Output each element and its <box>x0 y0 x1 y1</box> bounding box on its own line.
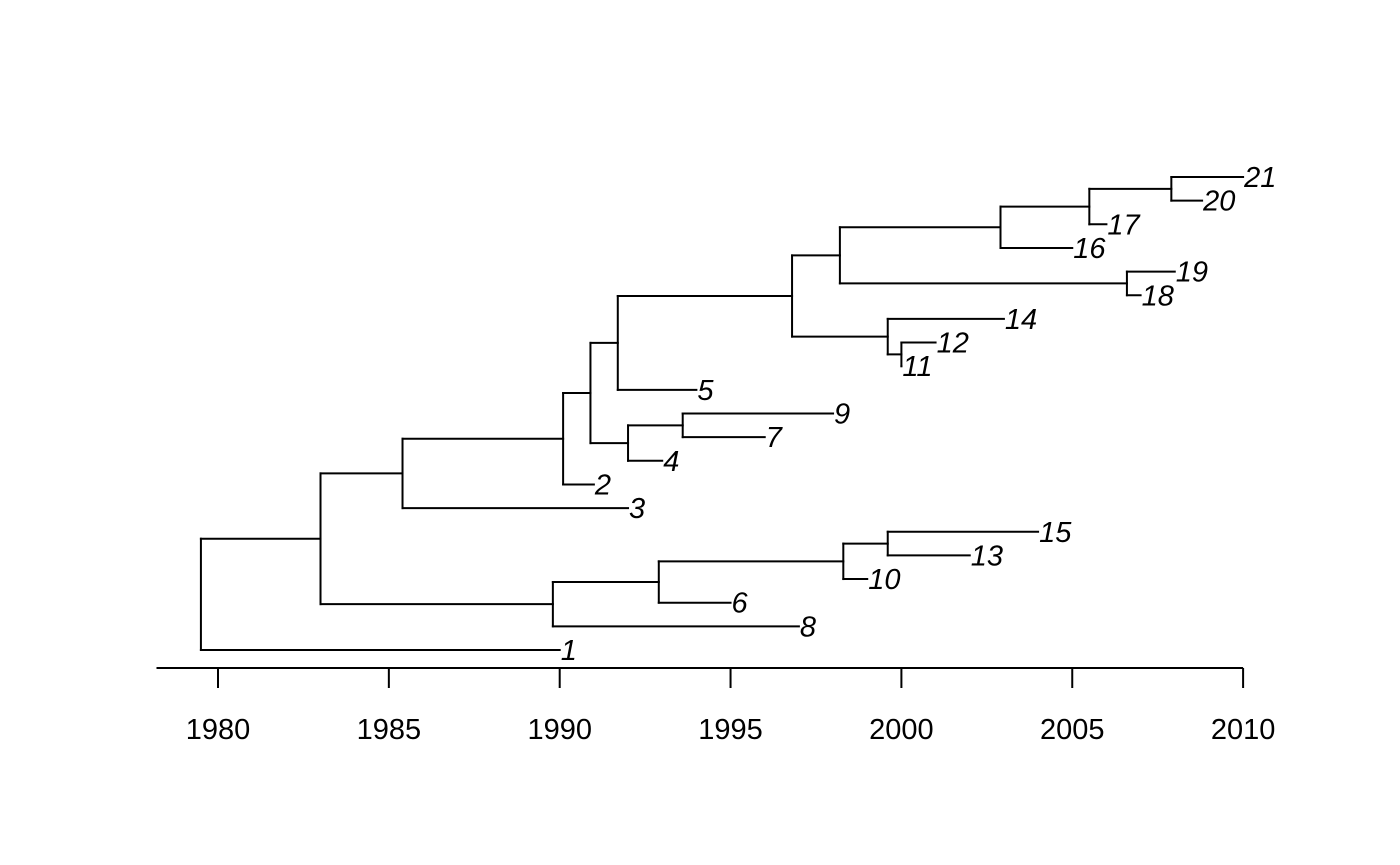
tip-label-16: 16 <box>1073 233 1106 265</box>
tip-label-3: 3 <box>629 493 645 525</box>
axis-tick-label-1990: 1990 <box>527 714 592 746</box>
tip-label-6: 6 <box>732 588 749 620</box>
tip-label-9: 9 <box>834 399 850 431</box>
tip-label-8: 8 <box>800 611 816 643</box>
tip-label-21: 21 <box>1243 162 1276 194</box>
axis-tick-label-2000: 2000 <box>869 714 934 746</box>
tip-label-1: 1 <box>561 635 577 667</box>
tip-label-19: 19 <box>1176 257 1208 289</box>
tip-label-13: 13 <box>971 540 1003 572</box>
axis-tick-label-2005: 2005 <box>1040 714 1105 746</box>
tip-label-17: 17 <box>1107 209 1141 241</box>
tip-label-11: 11 <box>902 351 932 383</box>
axis-tick-label-1985: 1985 <box>357 714 422 746</box>
axis-tick-labels: 1980 1985 1990 1995 2000 2005 2010 <box>186 714 1276 746</box>
axis-tick-label-1995: 1995 <box>698 714 763 746</box>
tip-label-18: 18 <box>1142 280 1174 312</box>
tip-label-12: 12 <box>937 328 969 360</box>
tip-label-5: 5 <box>697 375 714 407</box>
time-axis: 1980 1985 1990 1995 2000 2005 2010 <box>156 667 1276 746</box>
tip-label-7: 7 <box>766 422 784 454</box>
axis-tick-label-1980: 1980 <box>186 714 251 746</box>
tip-label-20: 20 <box>1202 186 1235 218</box>
tip-label-15: 15 <box>1039 517 1072 549</box>
tip-label-10: 10 <box>868 564 900 596</box>
tip-label-2: 2 <box>594 469 611 501</box>
tree-branches <box>199 176 1245 651</box>
axis-tick-label-2010: 2010 <box>1211 714 1276 746</box>
tip-label-14: 14 <box>1005 304 1037 336</box>
axis-ticks <box>217 668 1245 688</box>
tip-label-4: 4 <box>663 446 679 478</box>
